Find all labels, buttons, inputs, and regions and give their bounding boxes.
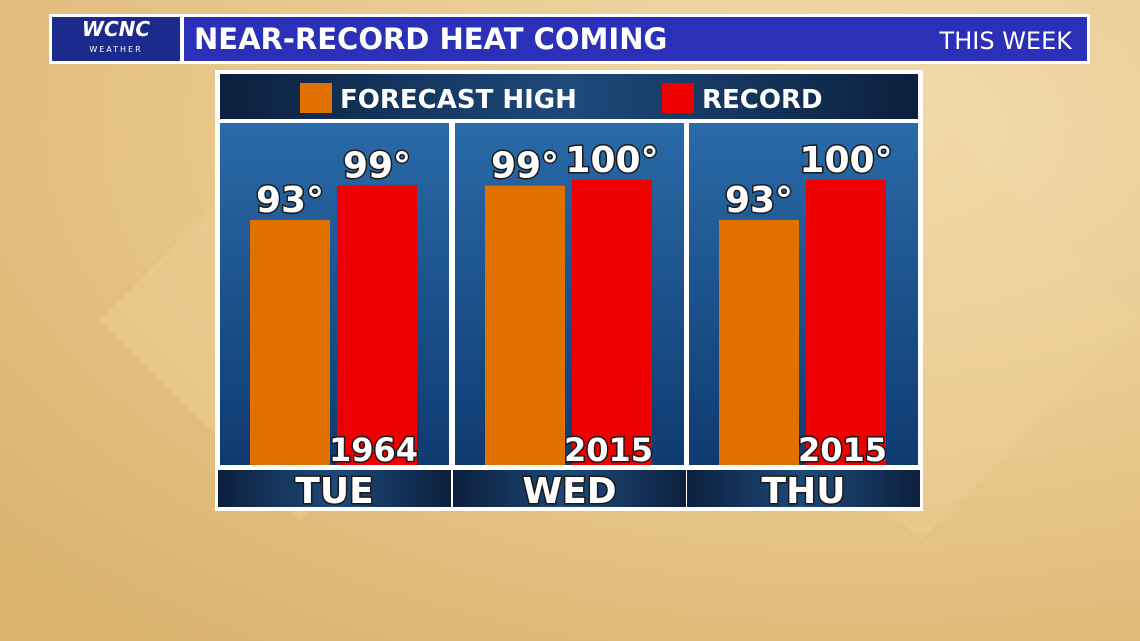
value-label: 100° <box>565 140 658 181</box>
day-label: TUE <box>295 471 373 512</box>
header-bar <box>184 17 1087 61</box>
legend-label: RECORD <box>702 85 823 115</box>
day-label: THU <box>762 471 846 512</box>
legend-bar <box>220 74 918 119</box>
value-label: 93° <box>725 180 793 221</box>
record-year: 2015 <box>798 431 887 469</box>
subtitle: THIS WEEK <box>939 27 1074 55</box>
legend-label: FORECAST HIGH <box>340 85 577 115</box>
legend-swatch <box>300 83 332 113</box>
bar <box>572 180 652 465</box>
bar <box>719 219 799 465</box>
record-year: 2015 <box>564 431 653 469</box>
logo-box <box>52 17 180 61</box>
logo-sub: WEATHER <box>89 45 142 54</box>
value-label: 100° <box>799 140 892 181</box>
day-label: WED <box>522 471 616 512</box>
day-bar <box>453 470 686 507</box>
value-label: 93° <box>256 180 324 221</box>
bar <box>806 180 886 465</box>
value-label: 99° <box>343 146 411 187</box>
bar <box>250 219 330 465</box>
day-bar <box>218 470 451 507</box>
bar <box>485 185 565 465</box>
day-bar <box>687 470 920 507</box>
legend-swatch <box>662 83 694 113</box>
bar <box>337 185 417 465</box>
title: NEAR-RECORD HEAT COMING <box>194 22 667 56</box>
value-label: 99° <box>491 146 559 187</box>
record-year: 1964 <box>329 431 418 469</box>
logo: WCNC <box>82 17 150 41</box>
